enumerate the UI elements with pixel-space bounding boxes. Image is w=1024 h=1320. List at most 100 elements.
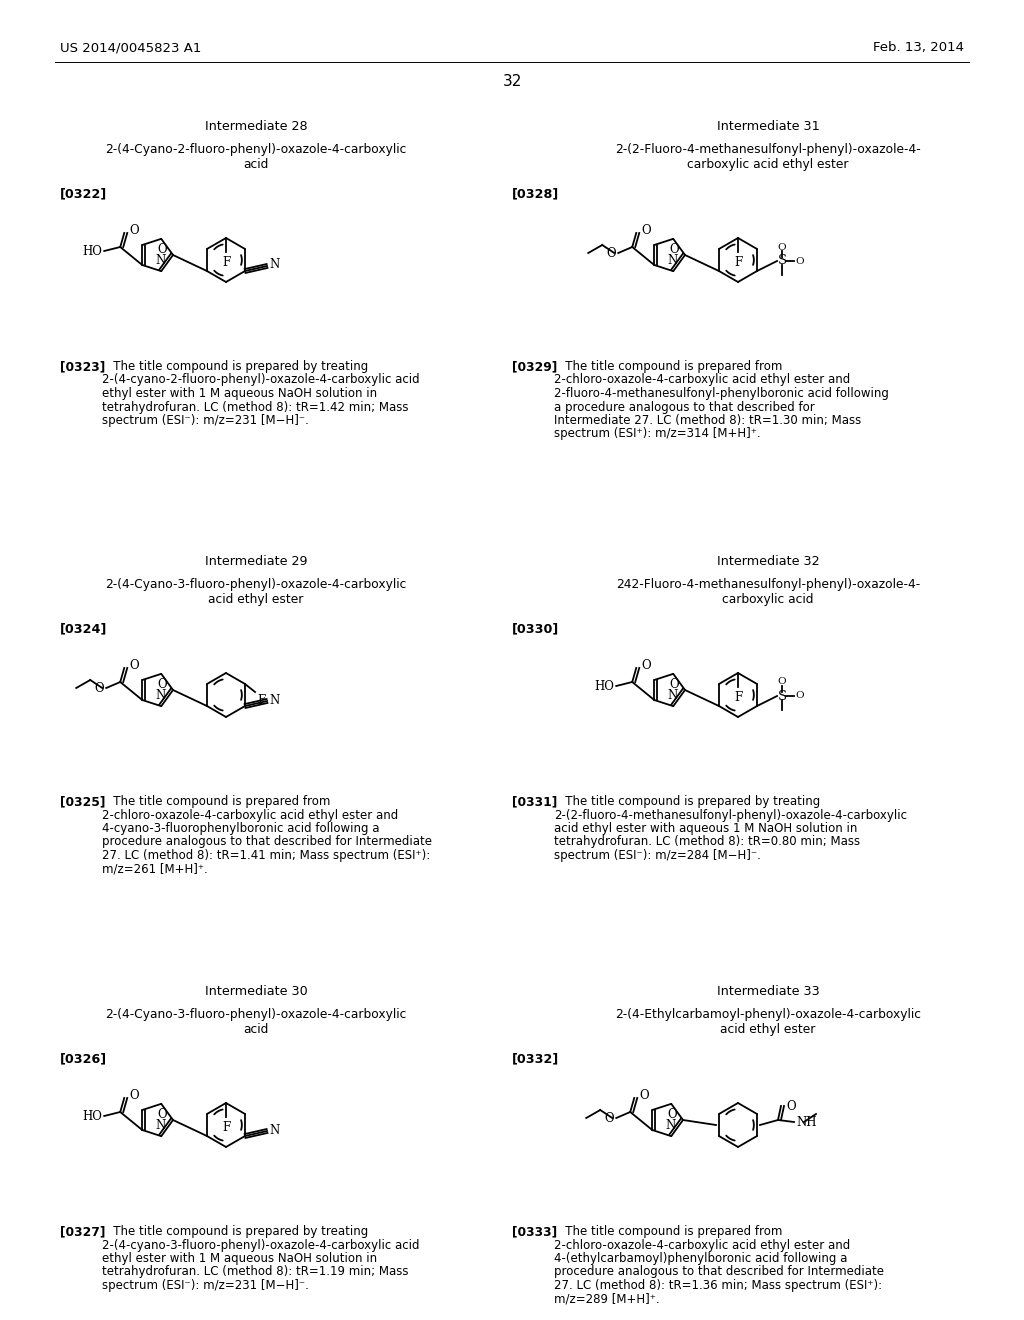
Text: HO: HO xyxy=(82,1110,102,1123)
Text: The title compound is prepared by treating: The title compound is prepared by treati… xyxy=(102,360,369,374)
Text: O: O xyxy=(795,256,804,265)
Text: The title compound is prepared by treating: The title compound is prepared by treati… xyxy=(102,1225,369,1238)
Text: O: O xyxy=(158,678,167,690)
Text: Intermediate 30: Intermediate 30 xyxy=(205,985,307,998)
Text: 2-(4-Ethylcarbamoyl-phenyl)-oxazole-4-carboxylic: 2-(4-Ethylcarbamoyl-phenyl)-oxazole-4-ca… xyxy=(615,1008,921,1020)
Text: N: N xyxy=(667,689,678,702)
Text: F: F xyxy=(734,690,742,704)
Text: O: O xyxy=(668,1107,677,1121)
Text: S: S xyxy=(778,255,787,268)
Text: carboxylic acid ethyl ester: carboxylic acid ethyl ester xyxy=(687,158,849,172)
Text: N: N xyxy=(155,689,166,702)
Text: 2-chloro-oxazole-4-carboxylic acid ethyl ester and: 2-chloro-oxazole-4-carboxylic acid ethyl… xyxy=(554,1238,850,1251)
Text: [0330]: [0330] xyxy=(512,622,559,635)
Text: 2-(2-fluoro-4-methanesulfonyl-phenyl)-oxazole-4-carboxylic: 2-(2-fluoro-4-methanesulfonyl-phenyl)-ox… xyxy=(554,808,907,821)
Text: acid ethyl ester: acid ethyl ester xyxy=(720,1023,816,1036)
Text: [0332]: [0332] xyxy=(512,1052,559,1065)
Text: acid: acid xyxy=(244,158,268,172)
Text: O: O xyxy=(641,660,651,672)
Text: [0324]: [0324] xyxy=(60,622,108,635)
Text: 27. LC (method 8): tR=1.36 min; Mass spectrum (ESI⁺):: 27. LC (method 8): tR=1.36 min; Mass spe… xyxy=(554,1279,882,1292)
Text: The title compound is prepared from: The title compound is prepared from xyxy=(554,1225,782,1238)
Text: US 2014/0045823 A1: US 2014/0045823 A1 xyxy=(60,41,202,54)
Text: 2-(2-Fluoro-4-methanesulfonyl-phenyl)-oxazole-4-: 2-(2-Fluoro-4-methanesulfonyl-phenyl)-ox… xyxy=(615,143,921,156)
Text: The title compound is prepared from: The title compound is prepared from xyxy=(554,360,782,374)
Text: spectrum (ESI⁻): m/z=231 [M−H]⁻.: spectrum (ESI⁻): m/z=231 [M−H]⁻. xyxy=(102,1279,309,1292)
Text: [0323]: [0323] xyxy=(60,360,105,374)
Text: Intermediate 29: Intermediate 29 xyxy=(205,554,307,568)
Text: m/z=261 [M+H]⁺.: m/z=261 [M+H]⁺. xyxy=(102,862,208,875)
Text: F: F xyxy=(257,694,265,708)
Text: 4-cyano-3-fluorophenylboronic acid following a: 4-cyano-3-fluorophenylboronic acid follo… xyxy=(102,822,380,836)
Text: 242-Fluoro-4-methanesulfonyl-phenyl)-oxazole-4-: 242-Fluoro-4-methanesulfonyl-phenyl)-oxa… xyxy=(615,578,921,591)
Text: ethyl ester with 1 M aqueous NaOH solution in: ethyl ester with 1 M aqueous NaOH soluti… xyxy=(102,1251,377,1265)
Text: F: F xyxy=(734,256,742,269)
Text: tetrahydrofuran. LC (method 8): tR=0.80 min; Mass: tetrahydrofuran. LC (method 8): tR=0.80 … xyxy=(554,836,860,849)
Text: Intermediate 27. LC (method 8): tR=1.30 min; Mass: Intermediate 27. LC (method 8): tR=1.30 … xyxy=(554,414,861,426)
Text: 2-chloro-oxazole-4-carboxylic acid ethyl ester and: 2-chloro-oxazole-4-carboxylic acid ethyl… xyxy=(102,808,398,821)
Text: The title compound is prepared by treating: The title compound is prepared by treati… xyxy=(554,795,820,808)
Text: Intermediate 33: Intermediate 33 xyxy=(717,985,819,998)
Text: 27. LC (method 8): tR=1.41 min; Mass spectrum (ESI⁺):: 27. LC (method 8): tR=1.41 min; Mass spe… xyxy=(102,849,430,862)
Text: 2-(4-cyano-2-fluoro-phenyl)-oxazole-4-carboxylic acid: 2-(4-cyano-2-fluoro-phenyl)-oxazole-4-ca… xyxy=(102,374,420,387)
Text: O: O xyxy=(641,224,651,238)
Text: acid: acid xyxy=(244,1023,268,1036)
Text: [0329]: [0329] xyxy=(512,360,557,374)
Text: [0333]: [0333] xyxy=(512,1225,557,1238)
Text: The title compound is prepared from: The title compound is prepared from xyxy=(102,795,331,808)
Text: 2-fluoro-4-methanesulfonyl-phenylboronic acid following: 2-fluoro-4-methanesulfonyl-phenylboronic… xyxy=(554,387,889,400)
Text: O: O xyxy=(670,678,679,690)
Text: m/z=289 [M+H]⁺.: m/z=289 [M+H]⁺. xyxy=(554,1292,659,1305)
Text: [0326]: [0326] xyxy=(60,1052,108,1065)
Text: Feb. 13, 2014: Feb. 13, 2014 xyxy=(873,41,964,54)
Text: 32: 32 xyxy=(503,74,521,90)
Text: NH: NH xyxy=(796,1115,816,1129)
Text: N: N xyxy=(269,1123,280,1137)
Text: O: O xyxy=(639,1089,649,1102)
Text: acid ethyl ester with aqueous 1 M NaOH solution in: acid ethyl ester with aqueous 1 M NaOH s… xyxy=(554,822,857,836)
Text: F: F xyxy=(222,256,230,269)
Text: O: O xyxy=(606,247,616,260)
Text: acid ethyl ester: acid ethyl ester xyxy=(208,593,304,606)
Text: N: N xyxy=(269,693,280,706)
Text: Intermediate 31: Intermediate 31 xyxy=(717,120,819,133)
Text: [0322]: [0322] xyxy=(60,187,108,201)
Text: N: N xyxy=(269,259,280,272)
Text: 2-(4-cyano-3-fluoro-phenyl)-oxazole-4-carboxylic acid: 2-(4-cyano-3-fluoro-phenyl)-oxazole-4-ca… xyxy=(102,1238,420,1251)
Text: O: O xyxy=(795,692,804,701)
Text: O: O xyxy=(786,1100,796,1113)
Text: [0325]: [0325] xyxy=(60,795,105,808)
Text: O: O xyxy=(778,243,786,252)
Text: 2-(4-Cyano-2-fluoro-phenyl)-oxazole-4-carboxylic: 2-(4-Cyano-2-fluoro-phenyl)-oxazole-4-ca… xyxy=(105,143,407,156)
Text: O: O xyxy=(670,243,679,256)
Text: [0327]: [0327] xyxy=(60,1225,105,1238)
Text: HO: HO xyxy=(82,246,102,259)
Text: N: N xyxy=(667,255,678,267)
Text: spectrum (ESI⁻): m/z=231 [M−H]⁻.: spectrum (ESI⁻): m/z=231 [M−H]⁻. xyxy=(102,414,309,426)
Text: Intermediate 28: Intermediate 28 xyxy=(205,120,307,133)
Text: N: N xyxy=(666,1119,676,1133)
Text: tetrahydrofuran. LC (method 8): tR=1.42 min; Mass: tetrahydrofuran. LC (method 8): tR=1.42 … xyxy=(102,400,409,413)
Text: N: N xyxy=(155,255,166,267)
Text: procedure analogous to that described for Intermediate: procedure analogous to that described fo… xyxy=(554,1266,884,1279)
Text: O: O xyxy=(129,224,139,238)
Text: O: O xyxy=(778,677,786,686)
Text: O: O xyxy=(129,1089,139,1102)
Text: 4-(ethylcarbamoyl)phenylboronic acid following a: 4-(ethylcarbamoyl)phenylboronic acid fol… xyxy=(554,1251,848,1265)
Text: 2-chloro-oxazole-4-carboxylic acid ethyl ester and: 2-chloro-oxazole-4-carboxylic acid ethyl… xyxy=(554,374,850,387)
Text: spectrum (ESI⁻): m/z=284 [M−H]⁻.: spectrum (ESI⁻): m/z=284 [M−H]⁻. xyxy=(554,849,761,862)
Text: ethyl ester with 1 M aqueous NaOH solution in: ethyl ester with 1 M aqueous NaOH soluti… xyxy=(102,387,377,400)
Text: O: O xyxy=(129,660,139,672)
Text: S: S xyxy=(778,689,787,702)
Text: [0331]: [0331] xyxy=(512,795,557,808)
Text: O: O xyxy=(158,243,167,256)
Text: O: O xyxy=(158,1107,167,1121)
Text: 2-(4-Cyano-3-fluoro-phenyl)-oxazole-4-carboxylic: 2-(4-Cyano-3-fluoro-phenyl)-oxazole-4-ca… xyxy=(105,1008,407,1020)
Text: O: O xyxy=(604,1113,614,1126)
Text: Intermediate 32: Intermediate 32 xyxy=(717,554,819,568)
Text: a procedure analogous to that described for: a procedure analogous to that described … xyxy=(554,400,815,413)
Text: F: F xyxy=(222,1121,230,1134)
Text: carboxylic acid: carboxylic acid xyxy=(722,593,814,606)
Text: N: N xyxy=(155,1119,166,1133)
Text: procedure analogous to that described for Intermediate: procedure analogous to that described fo… xyxy=(102,836,432,849)
